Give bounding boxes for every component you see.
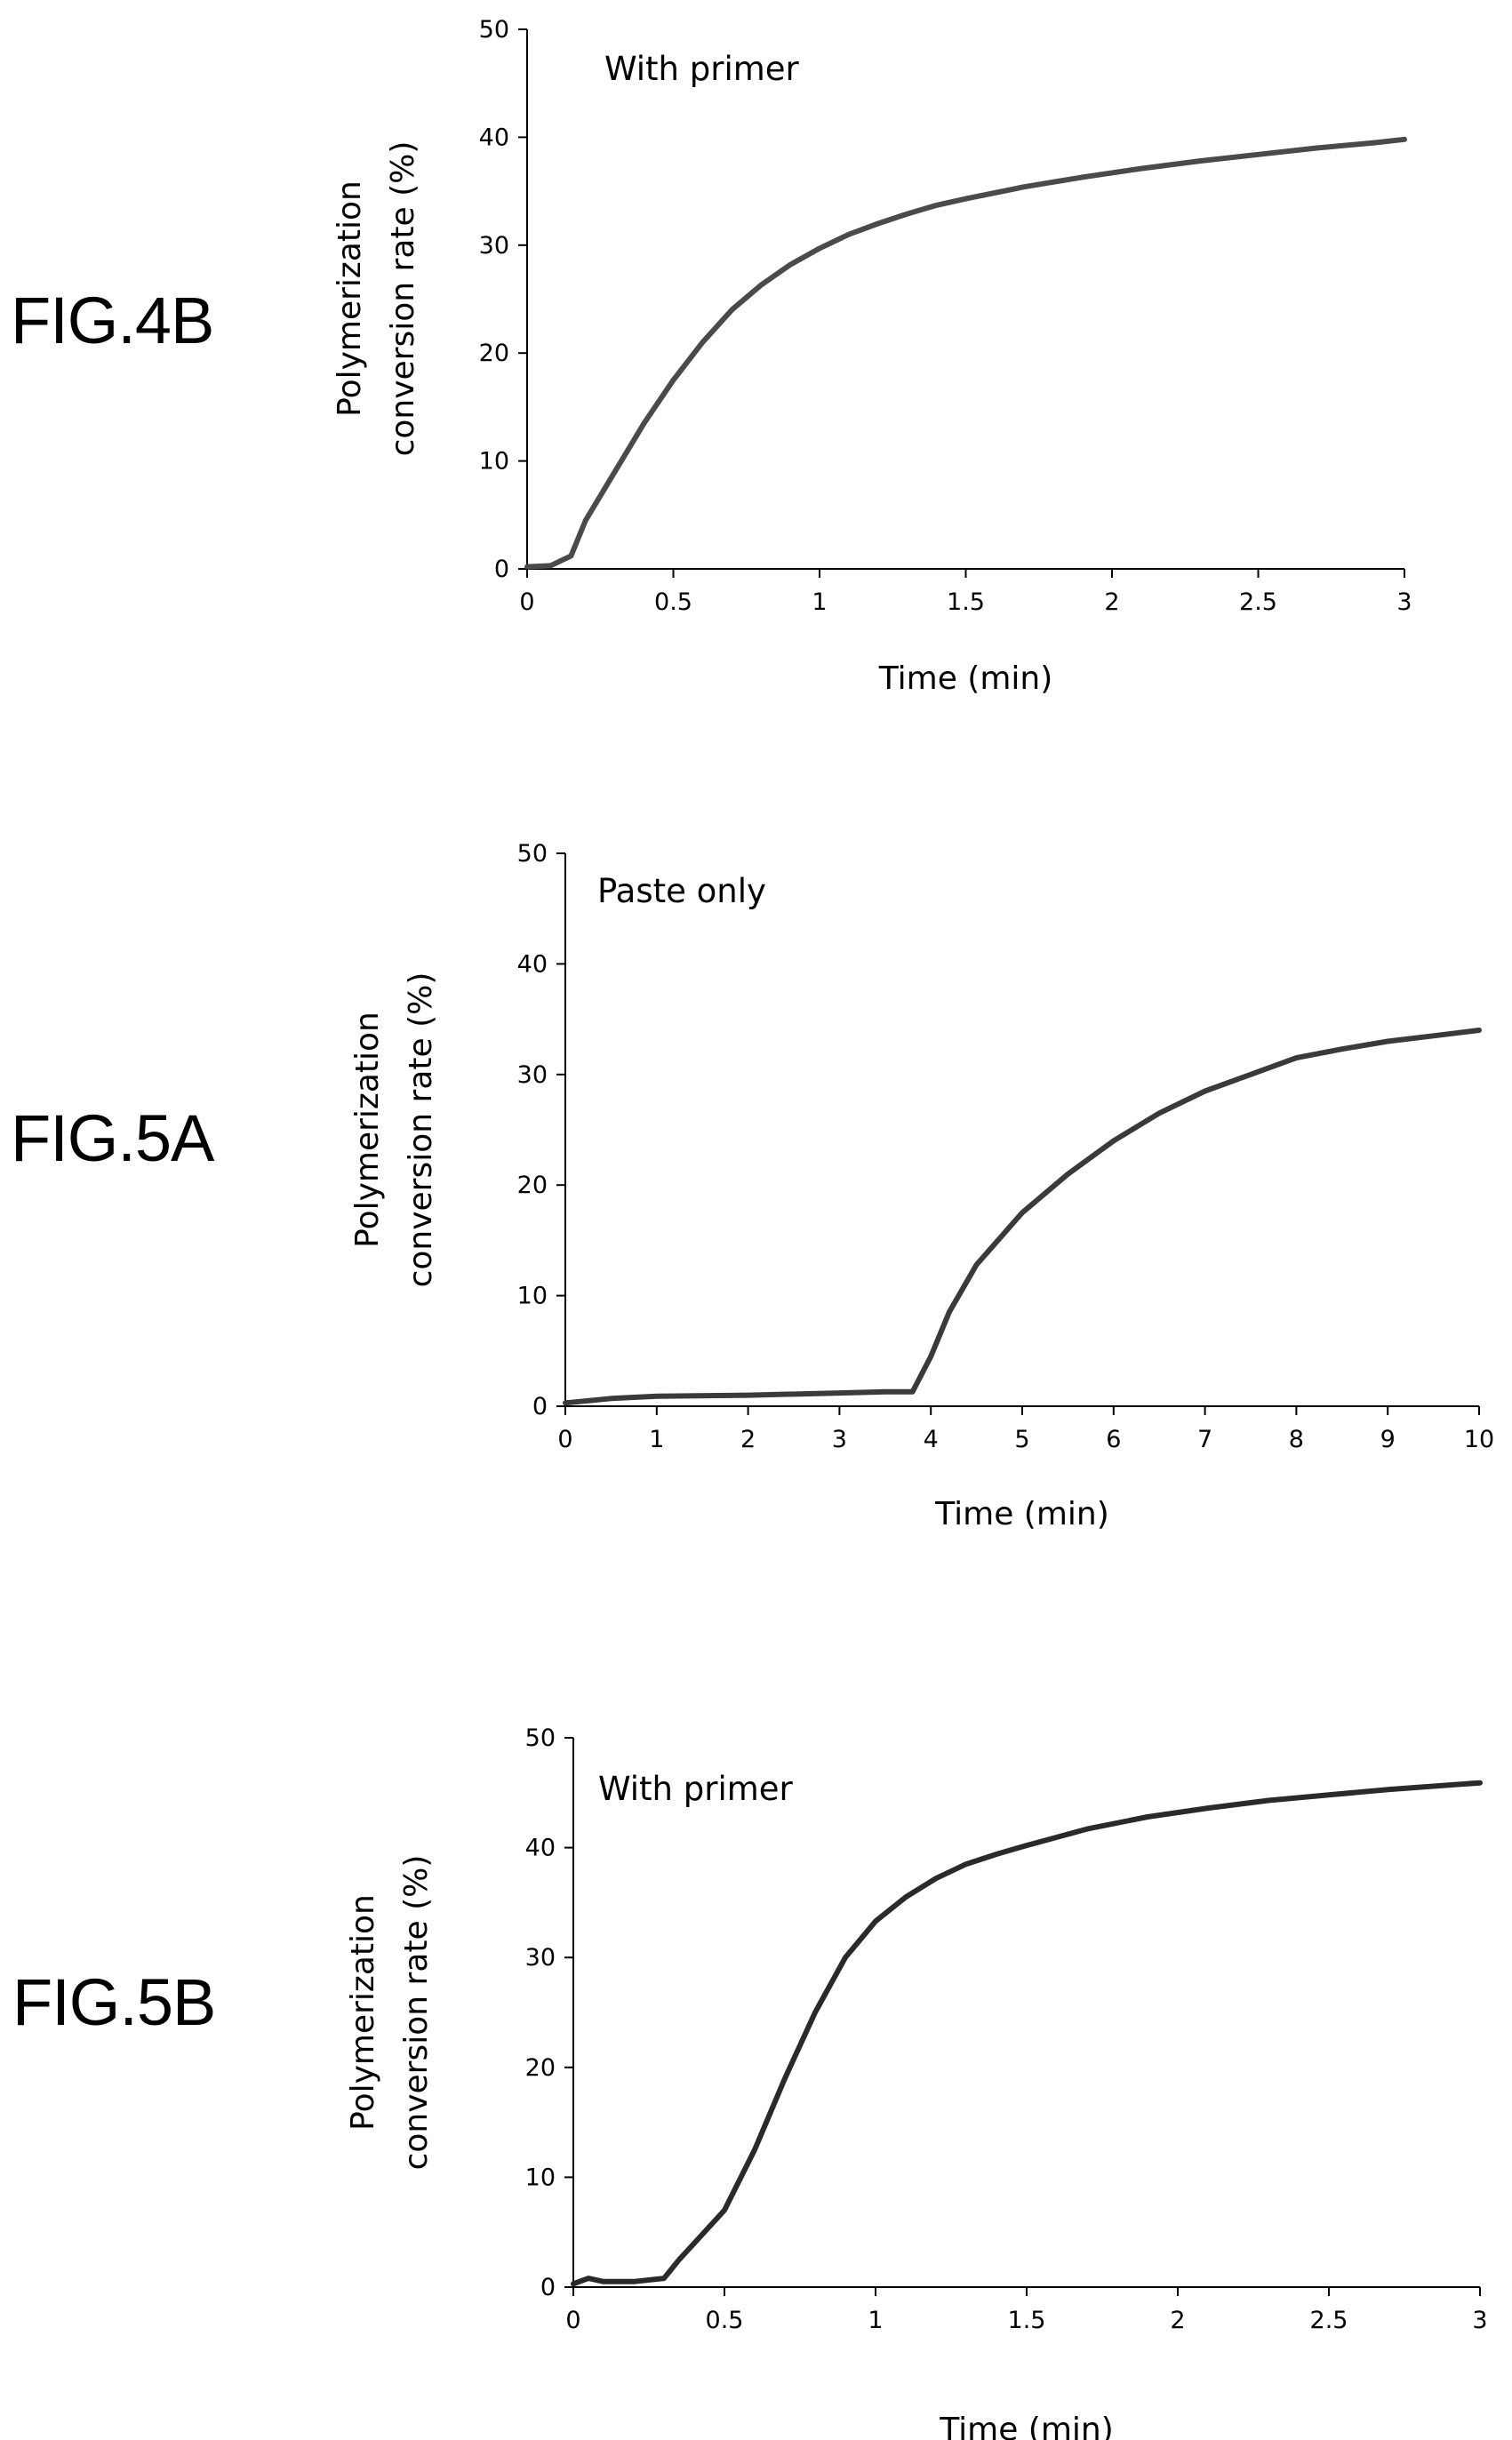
- x-tick-label: 8: [1289, 1426, 1304, 1453]
- x-tick-label: 0: [519, 588, 534, 616]
- series-line: [524, 136, 1407, 570]
- x-tick-label: 10: [1464, 1426, 1494, 1453]
- y-tick-label: 0: [494, 556, 509, 583]
- y-tick-label: 10: [517, 1283, 548, 1310]
- x-tick-label: 2.5: [1310, 2307, 1348, 2334]
- x-tick-label: 4: [924, 1426, 939, 1453]
- chart-fig-5a: 0 10 20 30 40 50 0 1 2 3 4 5 6 7 8 9 10 Time (min) Polymer…: [349, 840, 1494, 1532]
- x-tick-label: 0.5: [706, 2307, 744, 2334]
- x-axis-label: Time (min): [878, 660, 1053, 697]
- chart-annotation: With primer: [598, 1770, 794, 1808]
- x-tick-label: 3: [1472, 2307, 1487, 2334]
- x-tick-label: 1: [649, 1426, 664, 1453]
- y-tick-label: 30: [479, 232, 509, 260]
- x-tick-label: 6: [1106, 1426, 1121, 1453]
- figure-label-4b: FIG.4B: [11, 284, 214, 357]
- figure-label-5a: FIG.5A: [11, 1101, 214, 1175]
- x-tick-label: 2: [1104, 588, 1119, 616]
- y-tick-label: 30: [517, 1061, 548, 1089]
- y-axis-label-line1: Polymerization: [345, 1894, 381, 2131]
- x-tick-label: 1.5: [947, 588, 985, 616]
- y-axis-label-line2: conversion rate (%): [398, 1855, 435, 2171]
- series-line: [571, 1780, 1483, 2287]
- y-tick-label: 20: [525, 2054, 556, 2082]
- y-axis-label-line1: Polymerization: [349, 1012, 386, 1248]
- chart-annotation: Paste only: [597, 872, 766, 910]
- x-tick-label: 2: [740, 1426, 756, 1453]
- figure-label-5b: FIG.5B: [12, 1965, 216, 2039]
- y-tick-label: 40: [525, 1835, 556, 1862]
- y-tick-label: 50: [525, 1724, 556, 1752]
- x-tick-label: 5: [1014, 1426, 1029, 1453]
- y-tick-label: 40: [479, 124, 509, 151]
- x-tick-label: 1.5: [1008, 2307, 1046, 2334]
- chart-fig-4b: 0 10 20 30 40 50 0 0.5 1 1.5 2 2.5 3 Time (min) Polyme…: [332, 16, 1412, 697]
- chart-annotation: With primer: [604, 50, 800, 88]
- y-tick-label: 0: [532, 1393, 548, 1420]
- x-tick-label: 0: [557, 1426, 572, 1453]
- y-tick-label: 20: [479, 340, 509, 367]
- y-axis-label-line2: conversion rate (%): [385, 141, 421, 457]
- y-axis-label-line1: Polymerization: [332, 180, 368, 417]
- x-tick-label: 0.5: [654, 588, 692, 616]
- y-tick-label: 20: [517, 1172, 548, 1199]
- x-tick-label: 1: [812, 588, 827, 616]
- x-tick-label: 3: [832, 1426, 847, 1453]
- x-tick-label: 2: [1170, 2307, 1185, 2334]
- x-tick-label: 1: [868, 2307, 883, 2334]
- chart-fig-5b: 0 10 20 30 40 50 0 0.5 1 1.5 2 2.5 3 Time (min) Polyme…: [345, 1724, 1488, 2440]
- x-tick-label: 2.5: [1239, 588, 1277, 616]
- x-tick-label: 0: [565, 2307, 580, 2334]
- y-tick-label: 50: [479, 16, 509, 44]
- x-axis-label: Time (min): [934, 1496, 1109, 1532]
- y-tick-label: 30: [525, 1944, 556, 1972]
- x-axis-label: Time (min): [939, 2412, 1114, 2440]
- y-axis-label-line2: conversion rate (%): [403, 972, 439, 1288]
- y-tick-label: 40: [517, 950, 548, 978]
- x-tick-label: 9: [1380, 1426, 1396, 1453]
- series-line: [563, 1028, 1482, 1406]
- x-tick-label: 7: [1197, 1426, 1212, 1453]
- x-tick-label: 3: [1396, 588, 1412, 616]
- y-tick-label: 10: [525, 2164, 556, 2191]
- y-tick-label: 50: [517, 840, 548, 868]
- y-tick-label: 10: [479, 448, 509, 476]
- y-tick-label: 0: [540, 2274, 556, 2301]
